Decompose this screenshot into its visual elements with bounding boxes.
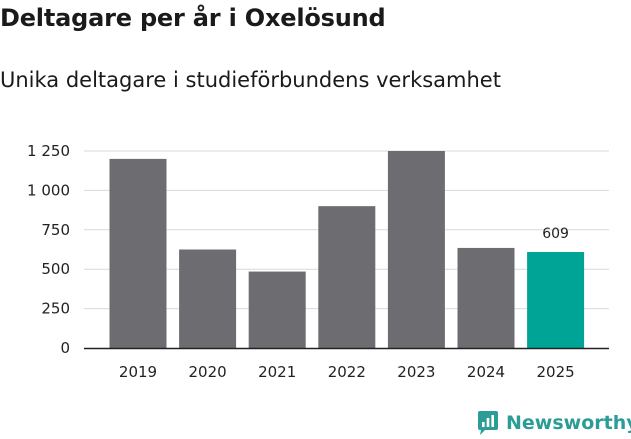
x-tick-label: 2023 [397,363,435,381]
x-tick-label: 2022 [328,363,366,381]
data-labels: 609 [542,226,569,242]
y-tick-label: 1 000 [27,181,70,199]
brand-name: Newsworthy [506,412,631,434]
bars [109,151,585,348]
y-tick-label: 750 [41,221,70,239]
y-tick-label: 0 [60,339,70,357]
x-axis-ticks: 2019 2020 2021 2022 2023 2024 2025 [119,363,575,381]
y-tick-label: 500 [41,260,70,278]
x-tick-label: 2025 [537,363,575,381]
bar-2021 [248,271,306,348]
x-tick-label: 2020 [189,363,227,381]
bar-2023 [387,151,445,348]
data-label: 609 [542,226,569,242]
bar-2022 [318,206,376,348]
y-axis-ticks: 0 250 500 750 1 000 1 250 [27,142,70,357]
bar-2019 [109,158,167,348]
y-tick-label: 1 250 [27,142,70,160]
chart-subtitle: Unika deltagare i studieförbundens verks… [0,68,501,92]
y-tick-label: 250 [41,300,70,318]
x-tick-label: 2021 [258,363,296,381]
brand-logo: Newsworthy [476,409,631,437]
x-tick-label: 2024 [467,363,505,381]
bar-2020 [179,249,237,348]
chart-title: Deltagare per år i Oxelösund [0,4,386,32]
newsworthy-logo-icon [478,411,498,435]
bar-2024 [457,247,515,348]
x-tick-label: 2019 [119,363,157,381]
bar-2025 [527,252,585,348]
